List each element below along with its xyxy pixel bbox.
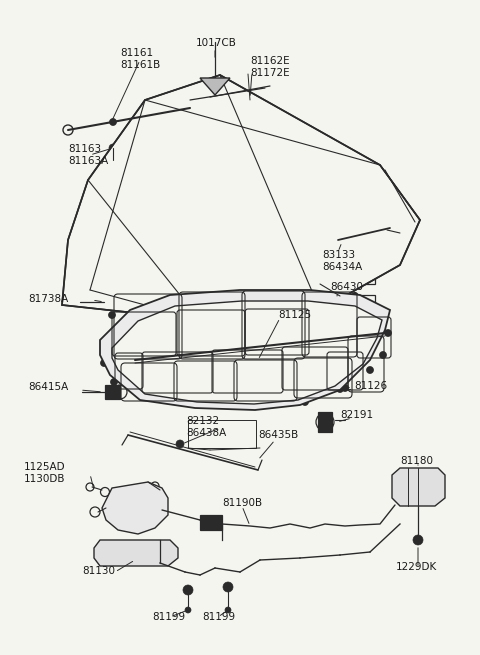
Text: 82191: 82191 [340,410,373,420]
Bar [325,295,375,315]
Bar [105,385,120,399]
Text: 81738A: 81738A [28,294,68,304]
Text: 81162E
81172E: 81162E 81172E [250,56,289,77]
Circle shape [101,339,108,345]
Text: 1229DK: 1229DK [396,562,437,572]
Circle shape [380,352,386,358]
Circle shape [254,288,262,295]
Polygon shape [62,75,420,320]
Circle shape [351,293,359,299]
Circle shape [225,607,231,613]
Text: 1017CB: 1017CB [196,38,237,48]
Circle shape [341,384,348,392]
Text: 81199: 81199 [202,612,235,622]
Text: 81163
81163A: 81163 81163A [68,144,108,166]
Polygon shape [94,540,178,566]
Circle shape [109,144,117,152]
Circle shape [161,291,168,299]
Text: 86415A: 86415A [28,382,68,392]
Text: 81199: 81199 [152,612,185,622]
Text: 83133
86434A: 83133 86434A [322,250,362,272]
Circle shape [413,535,423,545]
Circle shape [252,403,259,409]
Polygon shape [100,290,390,410]
Circle shape [381,309,387,316]
Circle shape [100,360,108,367]
Text: 81180: 81180 [400,456,433,466]
Circle shape [384,329,392,337]
Circle shape [367,367,373,373]
Text: 86430: 86430 [330,282,363,292]
Circle shape [193,400,201,407]
Bar [104,295,120,309]
Circle shape [108,312,116,318]
Circle shape [185,607,191,613]
Circle shape [110,379,118,386]
Text: 86435B: 86435B [258,430,298,440]
Circle shape [109,119,117,126]
Circle shape [304,288,312,295]
Bar [318,412,332,432]
Circle shape [206,288,214,295]
Polygon shape [392,468,445,506]
Text: 81130: 81130 [82,566,115,576]
Circle shape [336,386,344,392]
Circle shape [297,354,303,362]
Text: 81125: 81125 [278,310,311,320]
Polygon shape [200,78,230,95]
Text: 1125AD
1130DB: 1125AD 1130DB [24,462,66,483]
Circle shape [183,585,193,595]
Circle shape [127,299,133,305]
Text: 81190B: 81190B [222,498,262,508]
Circle shape [301,398,309,405]
Polygon shape [112,301,382,404]
Circle shape [242,356,250,364]
Text: 82132
86438A: 82132 86438A [186,416,226,438]
Bar [200,515,222,530]
Bar [320,252,375,284]
Text: 81126: 81126 [354,381,387,391]
Polygon shape [102,482,168,534]
Circle shape [140,394,146,400]
Bar [188,420,256,448]
Circle shape [102,300,106,304]
Circle shape [247,96,253,103]
Text: 81161
81161B: 81161 81161B [120,48,160,69]
Circle shape [176,440,184,448]
Circle shape [223,582,233,592]
